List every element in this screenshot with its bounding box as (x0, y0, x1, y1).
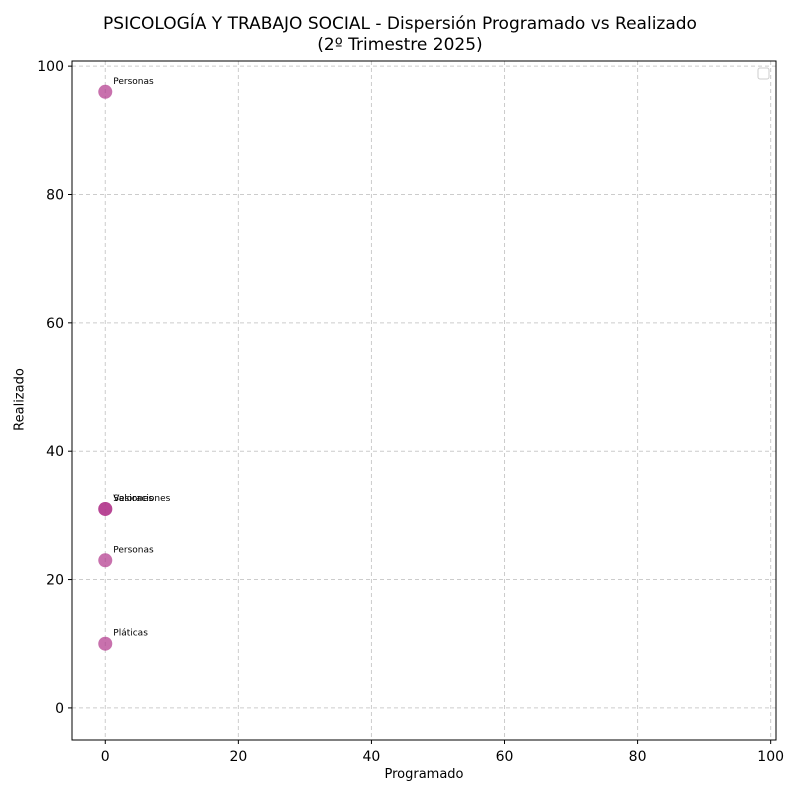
point-label: Personas (113, 545, 154, 555)
point-label: Valoraciones (113, 494, 170, 504)
chart-subtitle: (2º Trimestre 2025) (317, 35, 483, 55)
chart-title: PSICOLOGÍA Y TRABAJO SOCIAL - Dispersión… (103, 14, 697, 34)
y-tick-label: 0 (55, 701, 64, 717)
y-tick-label: 20 (46, 573, 64, 589)
point-label: Pláticas (113, 629, 148, 639)
data-point (98, 84, 113, 99)
data-point (98, 501, 113, 516)
x-tick-label: 20 (229, 749, 247, 765)
legend-box (757, 67, 770, 80)
data-point (98, 636, 113, 651)
y-tick-label: 100 (37, 59, 64, 75)
point-label: Sesiones (113, 494, 153, 504)
plot-frame (71, 60, 777, 741)
x-tick-label: 100 (757, 749, 784, 765)
y-tick-label: 40 (46, 444, 64, 460)
point-label: Personas (113, 77, 154, 87)
y-tick-label: 80 (46, 187, 64, 203)
x-tick-label: 40 (363, 749, 381, 765)
y-axis-label: Realizado (12, 368, 28, 431)
x-tick-label: 60 (496, 749, 514, 765)
y-tick-label: 60 (46, 316, 64, 332)
x-tick-label: 80 (629, 749, 647, 765)
x-tick-label: 0 (101, 749, 110, 765)
data-point (98, 553, 113, 568)
x-axis-label: Programado (384, 767, 464, 782)
